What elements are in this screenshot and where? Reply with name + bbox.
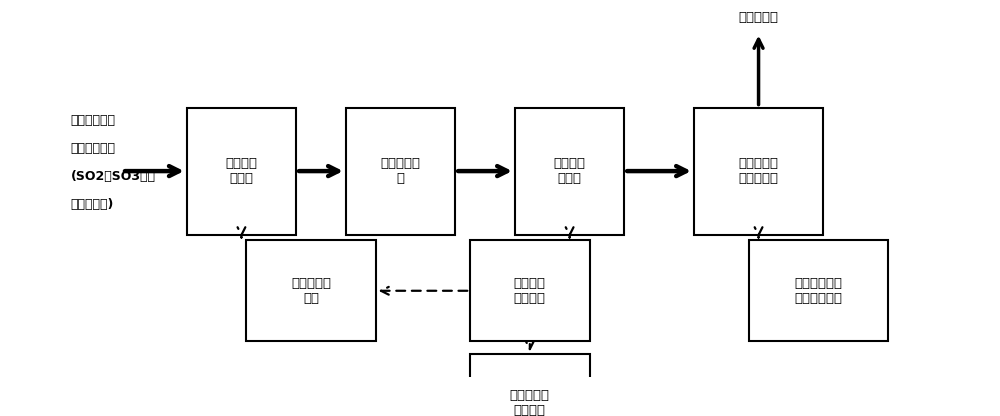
FancyBboxPatch shape xyxy=(187,107,296,235)
FancyBboxPatch shape xyxy=(694,107,823,235)
Text: 第一级除
尘装置: 第一级除 尘装置 xyxy=(225,157,257,185)
Text: 吸附剂喷射
装置: 吸附剂喷射 装置 xyxy=(291,277,331,305)
Text: 烟气换热装
置: 烟气换热装 置 xyxy=(381,157,421,185)
FancyBboxPatch shape xyxy=(346,107,455,235)
Text: (SO2，SO3、全: (SO2，SO3、全 xyxy=(70,170,155,183)
FancyBboxPatch shape xyxy=(470,354,590,416)
Text: 实现含重金属
污酸废水减量: 实现含重金属 污酸废水减量 xyxy=(794,277,842,305)
Text: 烟气去制酸: 烟气去制酸 xyxy=(739,11,779,24)
FancyBboxPatch shape xyxy=(470,240,590,341)
Text: 收的治炼烟气: 收的治炼烟气 xyxy=(70,142,115,155)
FancyBboxPatch shape xyxy=(749,240,888,341)
Text: 旧吸附剂资
源化利用: 旧吸附剂资 源化利用 xyxy=(510,389,550,416)
Text: 用过的吸
附剂回收: 用过的吸 附剂回收 xyxy=(514,277,546,305)
Text: 经高温余热回: 经高温余热回 xyxy=(70,114,115,127)
Text: 第二级除
尘装置: 第二级除 尘装置 xyxy=(554,157,586,185)
FancyBboxPatch shape xyxy=(515,107,624,235)
Text: 烟气洗涤降
温深度净化: 烟气洗涤降 温深度净化 xyxy=(739,157,779,185)
FancyBboxPatch shape xyxy=(246,240,376,341)
Text: 重金属组分): 重金属组分) xyxy=(70,198,114,211)
